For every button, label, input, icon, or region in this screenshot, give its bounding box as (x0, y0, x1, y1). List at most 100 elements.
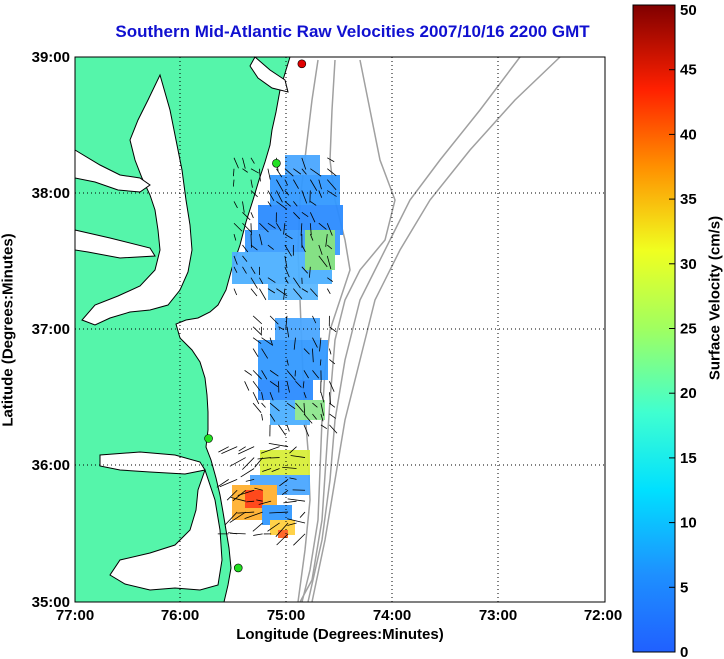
velocity-vector (245, 478, 255, 482)
velocity-vector (309, 223, 312, 236)
y-tick: 39:00 (32, 49, 70, 66)
colorbar-tick-label: 10 (680, 515, 697, 532)
velocity-vector (301, 211, 309, 218)
velocity-vector (284, 233, 293, 240)
velocity-vector (286, 381, 290, 393)
velocity-vector (233, 255, 238, 265)
velocity-vector (250, 277, 258, 289)
velocity-vector (318, 190, 323, 198)
velocity-vector (327, 157, 335, 163)
velocity-vector (242, 222, 253, 233)
velocity-vector (320, 392, 325, 403)
velocity-vector (254, 487, 263, 491)
velocity-vector (262, 468, 272, 472)
y-tick-labels: 39:00 38:00 37:00 36:00 35:00 (32, 49, 70, 611)
velocity-vector (287, 518, 306, 524)
velocity-vector (237, 511, 255, 514)
velocity-vector (312, 402, 318, 408)
velocity-vector (326, 179, 337, 191)
velocity-vector (267, 168, 271, 180)
velocity-vector (289, 446, 297, 454)
velocity-vector (250, 266, 256, 274)
velocity-vector (267, 277, 276, 283)
velocity-vector (301, 168, 307, 175)
velocity-vector (327, 190, 337, 197)
velocity-vector (276, 179, 284, 192)
velocity-vector (250, 244, 258, 251)
velocity-vector (238, 446, 246, 452)
x-tick: 74:00 (373, 607, 411, 624)
velocity-vector (329, 413, 336, 419)
velocity-vector (267, 222, 276, 229)
colorbar-ticks: 0 5 10 15 20 25 30 35 40 45 50 (669, 2, 697, 659)
velocity-vector (261, 413, 264, 421)
velocity-vector (233, 234, 237, 241)
velocity-vector (252, 370, 262, 380)
velocity-vector (271, 468, 280, 473)
velocity-vector (283, 288, 286, 300)
grid-lines (75, 57, 605, 602)
x-tick: 72:00 (584, 607, 622, 624)
velocity-vector (284, 266, 290, 278)
velocity-vector (329, 348, 332, 355)
velocity-vector (252, 337, 262, 344)
y-axis-label: Latitude (Degrees:Minutes) (0, 233, 17, 427)
albemarle-sound (99, 451, 206, 475)
velocity-vector (254, 457, 263, 468)
y-tick: 37:00 (32, 321, 70, 338)
velocity-vector (232, 489, 246, 502)
velocity-vector (283, 500, 297, 504)
velocity-vector (301, 266, 309, 274)
velocity-vector (224, 511, 238, 526)
velocity-vector (301, 288, 309, 293)
velocity-vector (233, 222, 243, 232)
velocity-vector (286, 370, 296, 381)
x-tick-labels: 77:00 76:00 75:00 74:00 73:00 72:00 (56, 607, 622, 624)
colorbar-tick-label: 40 (680, 126, 697, 143)
velocity-vector (276, 223, 282, 232)
velocity-vector (299, 511, 306, 518)
velocity-vector (240, 468, 255, 478)
velocity-vector (242, 168, 248, 173)
velocity-vector (233, 288, 238, 296)
velocity-vector (303, 424, 310, 437)
velocity-vector (312, 348, 314, 363)
velocity-vector (269, 315, 279, 325)
velocity-vector (284, 277, 289, 284)
colorbar-tick-label: 20 (680, 385, 697, 402)
velocity-vector (276, 201, 288, 210)
velocity-vector (293, 533, 306, 546)
velocity-vector (242, 266, 247, 274)
y-tick: 38:00 (32, 185, 70, 202)
velocity-vector (242, 201, 245, 213)
velocity-vector (319, 359, 322, 366)
velocity-vector (252, 522, 263, 532)
radar-station-marker (204, 434, 213, 443)
velocity-vector (326, 255, 332, 270)
velocity-vector (293, 212, 301, 220)
bay-inlet-mid (74, 229, 156, 259)
velocity-vector (250, 288, 258, 297)
velocity-vector (269, 392, 274, 401)
velocity-vector (268, 442, 289, 448)
colorbar-label: Surface Velocity (cm/s) (706, 215, 724, 381)
y-tick: 35:00 (32, 594, 70, 611)
velocity-vector (286, 359, 289, 366)
velocity-vector (284, 201, 291, 207)
velocity-vector (289, 477, 297, 480)
velocity-vector (309, 179, 318, 191)
velocity-vector (301, 157, 307, 170)
velocity-vector (329, 392, 332, 405)
velocity-vector (230, 497, 246, 502)
velocity-vector (242, 255, 248, 262)
velocity-vector (276, 533, 289, 546)
velocity-vector (327, 244, 333, 250)
velocity-vector (261, 370, 268, 380)
radar-station-marker (233, 563, 243, 573)
velocity-vector (259, 288, 267, 301)
x-tick: 76:00 (161, 607, 199, 624)
velocity-vector (259, 168, 261, 182)
velocity-vector (310, 201, 317, 206)
velocity-vector (285, 315, 288, 330)
